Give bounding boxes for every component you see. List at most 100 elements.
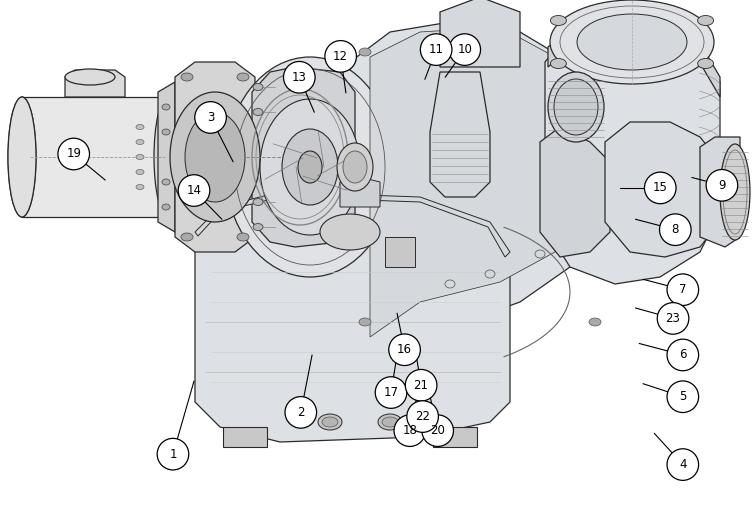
Text: 22: 22 xyxy=(415,410,430,423)
Polygon shape xyxy=(223,427,267,447)
Text: 15: 15 xyxy=(653,182,668,194)
Ellipse shape xyxy=(136,170,144,174)
Circle shape xyxy=(285,397,317,428)
Polygon shape xyxy=(350,22,610,362)
Text: 20: 20 xyxy=(430,424,445,437)
Circle shape xyxy=(667,274,699,305)
Circle shape xyxy=(420,34,452,65)
Ellipse shape xyxy=(548,72,604,142)
Circle shape xyxy=(325,41,356,72)
Polygon shape xyxy=(605,122,720,257)
Ellipse shape xyxy=(136,139,144,145)
Polygon shape xyxy=(252,67,355,247)
Text: 9: 9 xyxy=(718,179,726,192)
Polygon shape xyxy=(158,82,175,232)
Ellipse shape xyxy=(8,97,36,217)
Circle shape xyxy=(407,401,438,432)
Text: 8: 8 xyxy=(672,223,679,236)
Ellipse shape xyxy=(550,58,566,68)
Text: 7: 7 xyxy=(679,283,687,296)
Text: 10: 10 xyxy=(457,43,472,56)
Text: 13: 13 xyxy=(292,71,307,84)
Polygon shape xyxy=(430,72,490,197)
Circle shape xyxy=(422,415,453,446)
Ellipse shape xyxy=(237,233,249,241)
Polygon shape xyxy=(700,137,740,247)
Text: 6: 6 xyxy=(679,349,687,361)
Text: 4: 4 xyxy=(679,458,687,471)
Ellipse shape xyxy=(253,109,263,115)
Ellipse shape xyxy=(589,318,601,326)
Circle shape xyxy=(284,62,315,93)
Circle shape xyxy=(157,438,189,470)
Ellipse shape xyxy=(65,69,115,85)
Ellipse shape xyxy=(185,112,245,202)
Ellipse shape xyxy=(253,84,263,90)
Ellipse shape xyxy=(253,223,263,231)
Ellipse shape xyxy=(181,73,193,81)
Polygon shape xyxy=(433,427,477,447)
Ellipse shape xyxy=(298,151,322,183)
Ellipse shape xyxy=(337,143,373,191)
Text: 21: 21 xyxy=(414,379,429,392)
Circle shape xyxy=(667,381,699,412)
Ellipse shape xyxy=(554,79,598,135)
Ellipse shape xyxy=(589,48,601,56)
Polygon shape xyxy=(195,192,510,442)
Ellipse shape xyxy=(318,414,342,430)
Ellipse shape xyxy=(577,14,687,70)
Text: 18: 18 xyxy=(402,424,417,437)
Text: 2: 2 xyxy=(297,406,305,419)
Ellipse shape xyxy=(382,417,398,427)
Ellipse shape xyxy=(282,129,338,205)
Circle shape xyxy=(644,172,676,204)
Polygon shape xyxy=(175,62,255,252)
Circle shape xyxy=(657,303,689,334)
Circle shape xyxy=(195,102,226,133)
Text: 11: 11 xyxy=(429,43,444,56)
Ellipse shape xyxy=(359,318,371,326)
Ellipse shape xyxy=(162,204,170,210)
Ellipse shape xyxy=(550,0,714,84)
Ellipse shape xyxy=(154,97,182,217)
Ellipse shape xyxy=(322,417,338,427)
Ellipse shape xyxy=(170,92,260,222)
Ellipse shape xyxy=(550,16,566,26)
Polygon shape xyxy=(385,237,415,267)
Ellipse shape xyxy=(720,144,750,240)
Ellipse shape xyxy=(136,184,144,189)
Ellipse shape xyxy=(136,125,144,129)
Ellipse shape xyxy=(359,48,371,56)
Ellipse shape xyxy=(162,179,170,185)
Circle shape xyxy=(58,138,89,170)
Circle shape xyxy=(449,34,481,65)
Ellipse shape xyxy=(162,129,170,135)
Polygon shape xyxy=(340,177,380,207)
Ellipse shape xyxy=(378,414,402,430)
Text: 5: 5 xyxy=(679,390,687,403)
Circle shape xyxy=(178,175,210,206)
Circle shape xyxy=(660,214,691,245)
Text: 17: 17 xyxy=(384,386,399,399)
Ellipse shape xyxy=(320,214,380,250)
Polygon shape xyxy=(370,27,590,337)
Circle shape xyxy=(706,170,738,201)
Polygon shape xyxy=(195,192,510,257)
Ellipse shape xyxy=(136,155,144,160)
Text: 14: 14 xyxy=(186,184,202,197)
Polygon shape xyxy=(548,10,720,97)
Ellipse shape xyxy=(698,58,714,68)
Polygon shape xyxy=(65,70,125,97)
Ellipse shape xyxy=(253,198,263,206)
Text: 3: 3 xyxy=(207,111,214,124)
Ellipse shape xyxy=(343,151,367,183)
Ellipse shape xyxy=(225,57,395,277)
Circle shape xyxy=(389,334,420,365)
Polygon shape xyxy=(440,0,520,67)
Circle shape xyxy=(394,415,426,446)
Polygon shape xyxy=(545,12,720,284)
Ellipse shape xyxy=(237,73,249,81)
Ellipse shape xyxy=(260,99,360,235)
Ellipse shape xyxy=(162,104,170,110)
Circle shape xyxy=(405,370,437,401)
